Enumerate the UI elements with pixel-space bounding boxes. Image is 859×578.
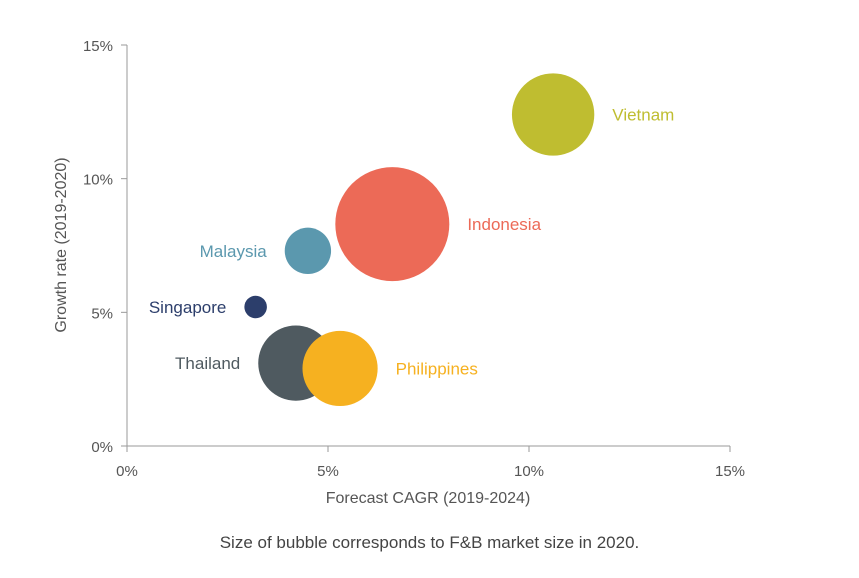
bubble-label-malaysia: Malaysia (200, 242, 268, 261)
bubble-malaysia (284, 227, 332, 275)
bubble-indonesia (335, 167, 450, 282)
y-axis-title: Growth rate (2019-2020) (53, 157, 70, 332)
bubble-label-indonesia: Indonesia (467, 215, 541, 234)
y-tick-label: 0% (91, 439, 113, 456)
x-tick-label: 10% (514, 463, 544, 480)
bubbles (244, 73, 595, 407)
y-tick-label: 5% (91, 305, 113, 322)
bubble-philippines (302, 330, 378, 407)
x-tick-label: 5% (317, 463, 339, 480)
bubble-label-vietnam: Vietnam (612, 106, 674, 125)
bubble-singapore (244, 295, 267, 319)
x-tick-label: 15% (715, 463, 745, 480)
bubble-size-note: Size of bubble corresponds to F&B market… (219, 533, 640, 552)
axes (126, 45, 730, 447)
bubble-vietnam (511, 73, 595, 156)
y-tick-label: 15% (83, 38, 113, 55)
ticks: 0% 5% 10% 15% 0% 5% 10% 15% (83, 38, 745, 480)
bubble-labels: Vietnam Indonesia Malaysia Singapore Thailan… (149, 106, 675, 379)
bubble-label-philippines: Philippines (396, 359, 478, 378)
bubble-label-singapore: Singapore (149, 298, 227, 317)
x-axis-title: Forecast CAGR (2019-2024) (326, 490, 531, 507)
y-tick-label: 10% (83, 172, 113, 189)
bubble-label-thailand: Thailand (175, 354, 240, 373)
x-tick-label: 0% (116, 463, 138, 480)
